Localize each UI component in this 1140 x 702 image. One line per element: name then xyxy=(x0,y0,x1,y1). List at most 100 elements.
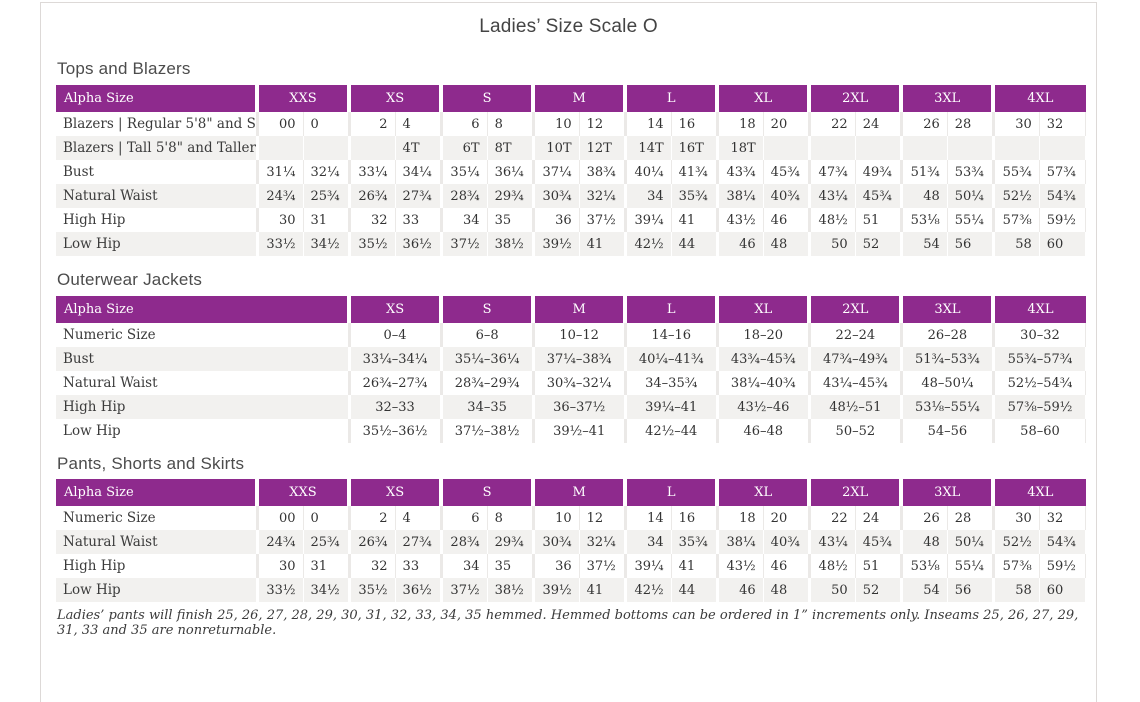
size-value-cell: 25¾ xyxy=(302,184,350,208)
size-value-cell: 10T xyxy=(531,136,580,160)
size-value-cell: 43¼ xyxy=(807,184,856,208)
size-value-cell: 20 xyxy=(762,112,810,136)
size-value-cell: 60 xyxy=(1038,578,1087,602)
size-value-cell: 32¼ xyxy=(578,184,626,208)
size-value-cell: 50 xyxy=(807,578,856,602)
table-row: Numeric Size 0–4 6–8 10–12 14–16 18–20 22–24 26… xyxy=(56,323,1087,347)
size-value-cell: 32¼ xyxy=(578,530,626,554)
size-value-cell xyxy=(762,136,810,160)
size-value-cell xyxy=(899,136,948,160)
size-value-cell: 46–48 xyxy=(715,419,810,443)
section-outerwear-jackets: Outerwear Jackets Alpha Size XS S M L XL 2XL 3X… xyxy=(56,270,1087,443)
size-value-cell xyxy=(854,136,902,160)
size-value-cell: 40¾ xyxy=(762,184,810,208)
section-pants-shorts-skirts: Pants, Shorts and Skirts Alpha Size XXS XS… xyxy=(56,454,1087,602)
row-label: Numeric Size xyxy=(56,323,349,347)
size-value-cell: 55¼ xyxy=(946,554,994,578)
page-title: Ladies’ Size Scale O xyxy=(479,16,658,37)
size-value-cell: 34–35 xyxy=(439,395,534,419)
size-value-cell: 00 xyxy=(255,112,304,136)
size-value-cell: 57¾ xyxy=(1038,160,1087,184)
size-value-cell: 28¾–29¾ xyxy=(439,371,534,395)
size-value-cell: 41 xyxy=(670,554,718,578)
size-value-cell: 38¼ xyxy=(715,530,764,554)
section-tops-and-blazers: Tops and Blazers Alpha Size XXS XS S M L XL 2XL… xyxy=(56,59,1087,256)
size-column-header: 4XL xyxy=(991,479,1086,506)
size-value-cell: 42½–44 xyxy=(623,419,718,443)
size-value-cell: 30 xyxy=(255,208,304,232)
size-value-cell: 35½ xyxy=(347,578,396,602)
size-value-cell: 46 xyxy=(715,232,764,256)
size-value-cell: 35¼–36¼ xyxy=(439,347,534,371)
row-label: Low Hip xyxy=(56,232,257,256)
size-value-cell: 6 xyxy=(439,506,488,530)
size-column-header: XS xyxy=(347,479,442,506)
size-column-header: 3XL xyxy=(899,85,994,112)
size-value-cell: 56 xyxy=(946,232,994,256)
size-value-cell: 32 xyxy=(1038,112,1087,136)
size-value-cell: 6T xyxy=(439,136,488,160)
size-value-cell: 26¾ xyxy=(347,184,396,208)
size-value-cell: 24 xyxy=(854,506,902,530)
size-value-cell: 6 xyxy=(439,112,488,136)
size-value-cell: 54¾ xyxy=(1038,530,1087,554)
size-value-cell: 33½ xyxy=(255,578,304,602)
size-value-cell: 39¼–41 xyxy=(623,395,718,419)
size-value-cell: 36 xyxy=(531,208,580,232)
size-value-cell: 14–16 xyxy=(623,323,718,347)
corner-header: Alpha Size xyxy=(56,85,257,112)
size-value-cell: 35¾ xyxy=(670,184,718,208)
size-value-cell: 35¼ xyxy=(439,160,488,184)
size-column-header: L xyxy=(623,479,718,506)
size-value-cell: 35 xyxy=(486,208,534,232)
size-value-cell: 37¼ xyxy=(531,160,580,184)
size-value-cell: 58 xyxy=(991,232,1040,256)
size-value-cell: 26¾–27¾ xyxy=(347,371,442,395)
row-label: Blazers | Regular 5'8" and Shorter xyxy=(56,112,257,136)
size-value-cell: 25¾ xyxy=(302,530,350,554)
size-value-cell: 12 xyxy=(578,112,626,136)
pants-shorts-skirts-size-table: Alpha Size XXS XS S M L XL 2XL 3XL 4XL Numeric Siz… xyxy=(56,479,1087,602)
row-label: Bust xyxy=(56,347,349,371)
size-value-cell: 34–35¾ xyxy=(623,371,718,395)
size-value-cell: 42½ xyxy=(623,578,672,602)
size-value-cell: 28¾ xyxy=(439,530,488,554)
size-value-cell: 48–50¼ xyxy=(899,371,994,395)
size-value-cell: 8 xyxy=(486,112,534,136)
size-value-cell: 39½–41 xyxy=(531,419,626,443)
size-value-cell: 38¼–40¾ xyxy=(715,371,810,395)
size-value-cell: 32–33 xyxy=(347,395,442,419)
size-column-header: 3XL xyxy=(899,479,994,506)
size-value-cell: 50¼ xyxy=(946,530,994,554)
size-value-cell: 33½ xyxy=(255,232,304,256)
size-value-cell: 41¾ xyxy=(670,160,718,184)
corner-header: Alpha Size xyxy=(56,479,257,506)
section-heading: Tops and Blazers xyxy=(57,59,191,78)
size-value-cell: 53¾ xyxy=(946,160,994,184)
table-row: High Hip 30 31 32 33 34 35 36 37½ 39¼ 41 43½ 46 48½ 51… xyxy=(56,208,1087,232)
size-column-header: S xyxy=(439,296,534,323)
row-label: Bust xyxy=(56,160,257,184)
size-column-header: XL xyxy=(715,479,810,506)
size-value-cell: 12 xyxy=(578,506,626,530)
size-value-cell: 24¾ xyxy=(255,530,304,554)
size-column-header: 4XL xyxy=(991,85,1086,112)
size-value-cell: 46 xyxy=(715,578,764,602)
size-value-cell: 28 xyxy=(946,506,994,530)
size-value-cell: 30 xyxy=(991,506,1040,530)
size-value-cell: 47¾–49¾ xyxy=(807,347,902,371)
size-value-cell: 31 xyxy=(302,554,350,578)
size-value-cell: 36¼ xyxy=(486,160,534,184)
row-label: High Hip xyxy=(56,395,349,419)
size-value-cell: 53⅛ xyxy=(899,554,948,578)
size-value-cell: 52½ xyxy=(991,184,1040,208)
size-column-header: M xyxy=(531,85,626,112)
size-value-cell: 18 xyxy=(715,112,764,136)
size-value-cell: 44 xyxy=(670,232,718,256)
size-column-header: S xyxy=(439,479,534,506)
size-value-cell: 41 xyxy=(578,232,626,256)
size-value-cell: 43½–46 xyxy=(715,395,810,419)
table-row: Bust 33¼–34¼ 35¼–36¼ 37¼–38¾ 40¼–41¾ 43¾–45¾ 4… xyxy=(56,347,1087,371)
size-value-cell: 42½ xyxy=(623,232,672,256)
size-value-cell: 50¼ xyxy=(946,184,994,208)
